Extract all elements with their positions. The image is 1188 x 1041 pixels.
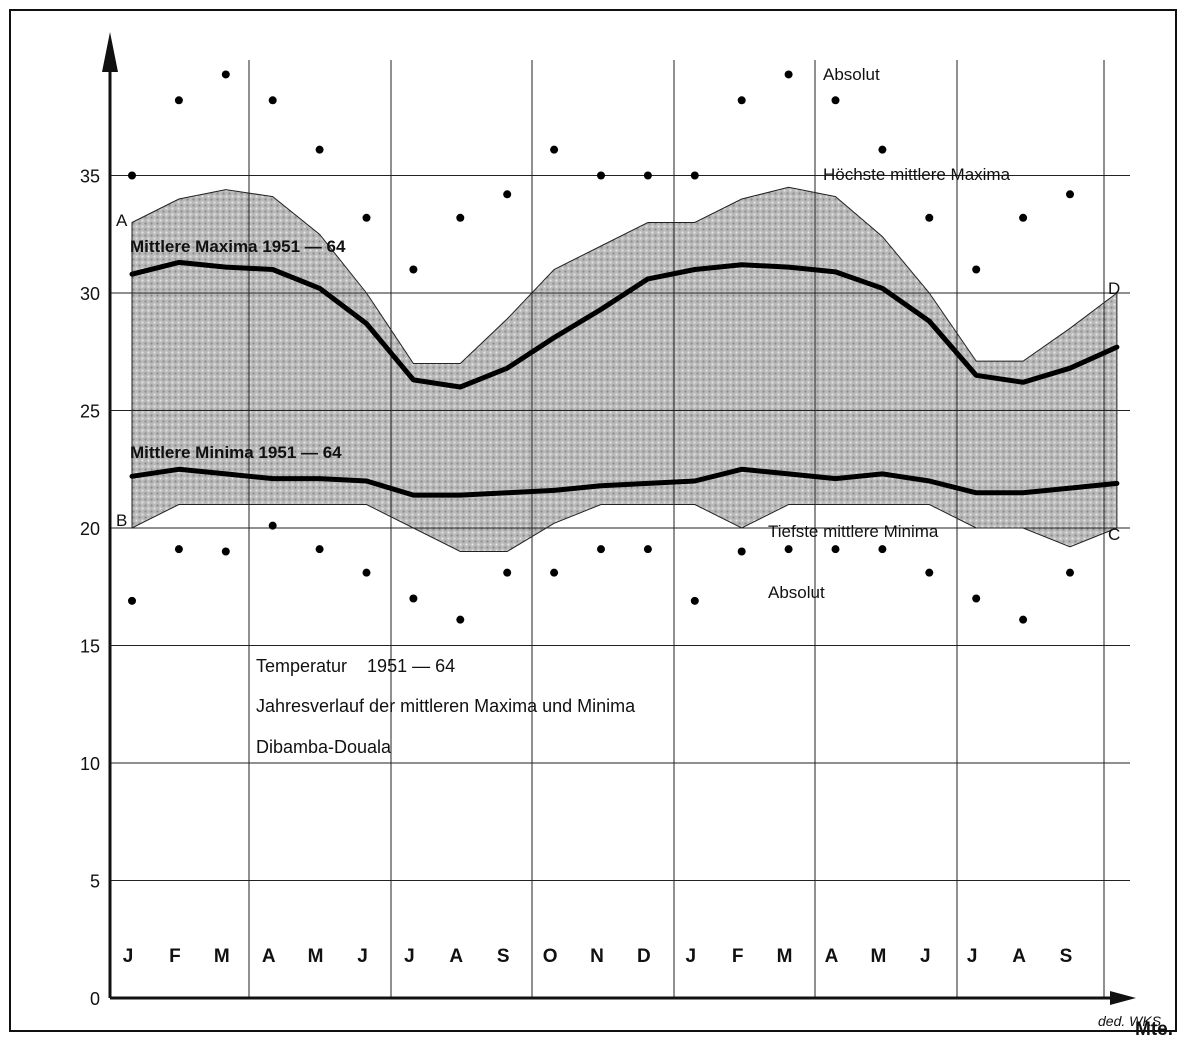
mean-minima-line bbox=[129, 466, 1120, 498]
absolute-max-dot bbox=[690, 171, 699, 180]
absolute-max-dot bbox=[831, 96, 840, 105]
month-label: A bbox=[262, 946, 276, 967]
absolute-min-dot bbox=[597, 545, 605, 554]
absolute-min-dot bbox=[268, 521, 277, 530]
info-line-3: Dibamba-Douala bbox=[256, 737, 392, 757]
absolute-min-dot bbox=[972, 594, 981, 603]
absolute-max-dot bbox=[1019, 213, 1028, 222]
y-axis-arrow bbox=[102, 32, 118, 72]
absolute-max-dot bbox=[268, 96, 277, 105]
absolute-min-dot bbox=[1019, 615, 1028, 624]
absolute-max-dot bbox=[784, 70, 793, 79]
corner-label-a: A bbox=[116, 211, 128, 230]
absolute-min-dot bbox=[925, 568, 934, 577]
absolute-min-dot bbox=[221, 547, 230, 556]
month-label: D bbox=[637, 946, 651, 967]
mean-maxima-line bbox=[129, 259, 1120, 390]
month-label: F bbox=[169, 946, 181, 967]
absolute-max-dot bbox=[550, 145, 559, 154]
month-label: J bbox=[357, 946, 368, 967]
absolute-max-label: Absolut bbox=[823, 65, 880, 84]
y-tick-label: 30 bbox=[80, 284, 100, 304]
absolute-min-dot bbox=[456, 615, 465, 624]
month-label: J bbox=[967, 946, 978, 967]
month-label: A bbox=[1012, 946, 1026, 967]
absolute-max-dot bbox=[362, 213, 371, 222]
month-label: A bbox=[449, 946, 463, 967]
month-label: A bbox=[825, 946, 839, 967]
y-tick-label: 25 bbox=[80, 402, 100, 422]
absolute-max-dot bbox=[221, 70, 230, 79]
y-tick-label: 0 bbox=[90, 989, 100, 1009]
highest-mean-maxima-label: Höchste mittlere Maxima bbox=[823, 165, 1011, 184]
absolute-max-dot bbox=[128, 171, 136, 180]
info-line-2: Jahresverlauf der mittleren Maxima und M… bbox=[256, 696, 636, 716]
month-label: N bbox=[590, 946, 604, 967]
absolute-min-dot bbox=[550, 568, 559, 577]
month-label: J bbox=[404, 946, 415, 967]
absolute-min-label: Absolut bbox=[768, 583, 825, 602]
absolute-min-dot bbox=[128, 596, 136, 605]
chart-frame bbox=[9, 9, 1177, 1032]
absolute-max-dot bbox=[878, 145, 887, 154]
signature: ded. WKS bbox=[1098, 1013, 1162, 1029]
absolute-max-dot bbox=[315, 145, 324, 154]
absolute-dots bbox=[128, 70, 1074, 624]
absolute-max-dot bbox=[174, 96, 183, 105]
absolute-min-dot bbox=[503, 568, 512, 577]
lowest-mean-minima-label: Tiefste mittlere Minima bbox=[768, 522, 939, 541]
month-label: J bbox=[920, 946, 931, 967]
absolute-min-dot bbox=[362, 568, 371, 577]
month-label: O bbox=[543, 946, 558, 967]
absolute-min-dot bbox=[878, 545, 887, 554]
month-label: S bbox=[497, 946, 510, 967]
series-layer bbox=[129, 259, 1120, 498]
absolute-min-dot bbox=[174, 545, 183, 554]
y-tick-label: 15 bbox=[80, 637, 100, 657]
month-label: M bbox=[214, 946, 230, 967]
absolute-max-dot bbox=[643, 171, 652, 180]
absolute-min-dot bbox=[643, 545, 652, 554]
x-unit-label: Mte. bbox=[1135, 1019, 1173, 1040]
month-label: M bbox=[870, 946, 886, 967]
y-tick-label: 35 bbox=[80, 167, 100, 187]
info-line-1: Temperatur 1951 — 64 bbox=[256, 656, 455, 676]
corner-label-d: D bbox=[1108, 279, 1120, 298]
y-tick-labels: 0 5 10 15 20 25 30 35 bbox=[80, 167, 100, 1010]
month-label: J bbox=[123, 946, 134, 967]
absolute-max-dot bbox=[503, 190, 512, 199]
corner-label-c: C bbox=[1108, 525, 1120, 544]
absolute-min-dot bbox=[1066, 568, 1074, 577]
corner-label-b: B bbox=[116, 511, 127, 530]
axes bbox=[102, 32, 1136, 1005]
absolute-max-dot bbox=[409, 265, 418, 274]
absolute-max-dot bbox=[597, 171, 605, 180]
absolute-min-dot bbox=[784, 545, 793, 554]
absolute-min-dot bbox=[690, 596, 699, 605]
month-label: M bbox=[777, 946, 793, 967]
y-tick-label: 20 bbox=[80, 519, 100, 539]
absolute-min-dot bbox=[315, 545, 324, 554]
absolute-min-dot bbox=[409, 594, 418, 603]
month-label: F bbox=[732, 946, 744, 967]
y-tick-label: 5 bbox=[90, 872, 100, 892]
absolute-min-dot bbox=[737, 547, 746, 556]
month-label: J bbox=[686, 946, 697, 967]
absolute-min-dot bbox=[831, 545, 840, 554]
absolute-max-dot bbox=[737, 96, 746, 105]
absolute-max-dot bbox=[972, 265, 981, 274]
month-label: S bbox=[1060, 946, 1073, 967]
absolute-max-dot bbox=[925, 213, 934, 222]
grid bbox=[110, 60, 1130, 998]
mean-maxima-label: Mittlere Maxima 1951 — 64 bbox=[130, 237, 346, 256]
month-label: M bbox=[308, 946, 324, 967]
y-tick-label: 10 bbox=[80, 754, 100, 774]
absolute-max-dot bbox=[1066, 190, 1074, 199]
mean-minima-label: Mittlere Minima 1951 — 64 bbox=[130, 443, 342, 462]
x-axis-arrow bbox=[1110, 991, 1136, 1005]
absolute-max-dot bbox=[456, 213, 465, 222]
